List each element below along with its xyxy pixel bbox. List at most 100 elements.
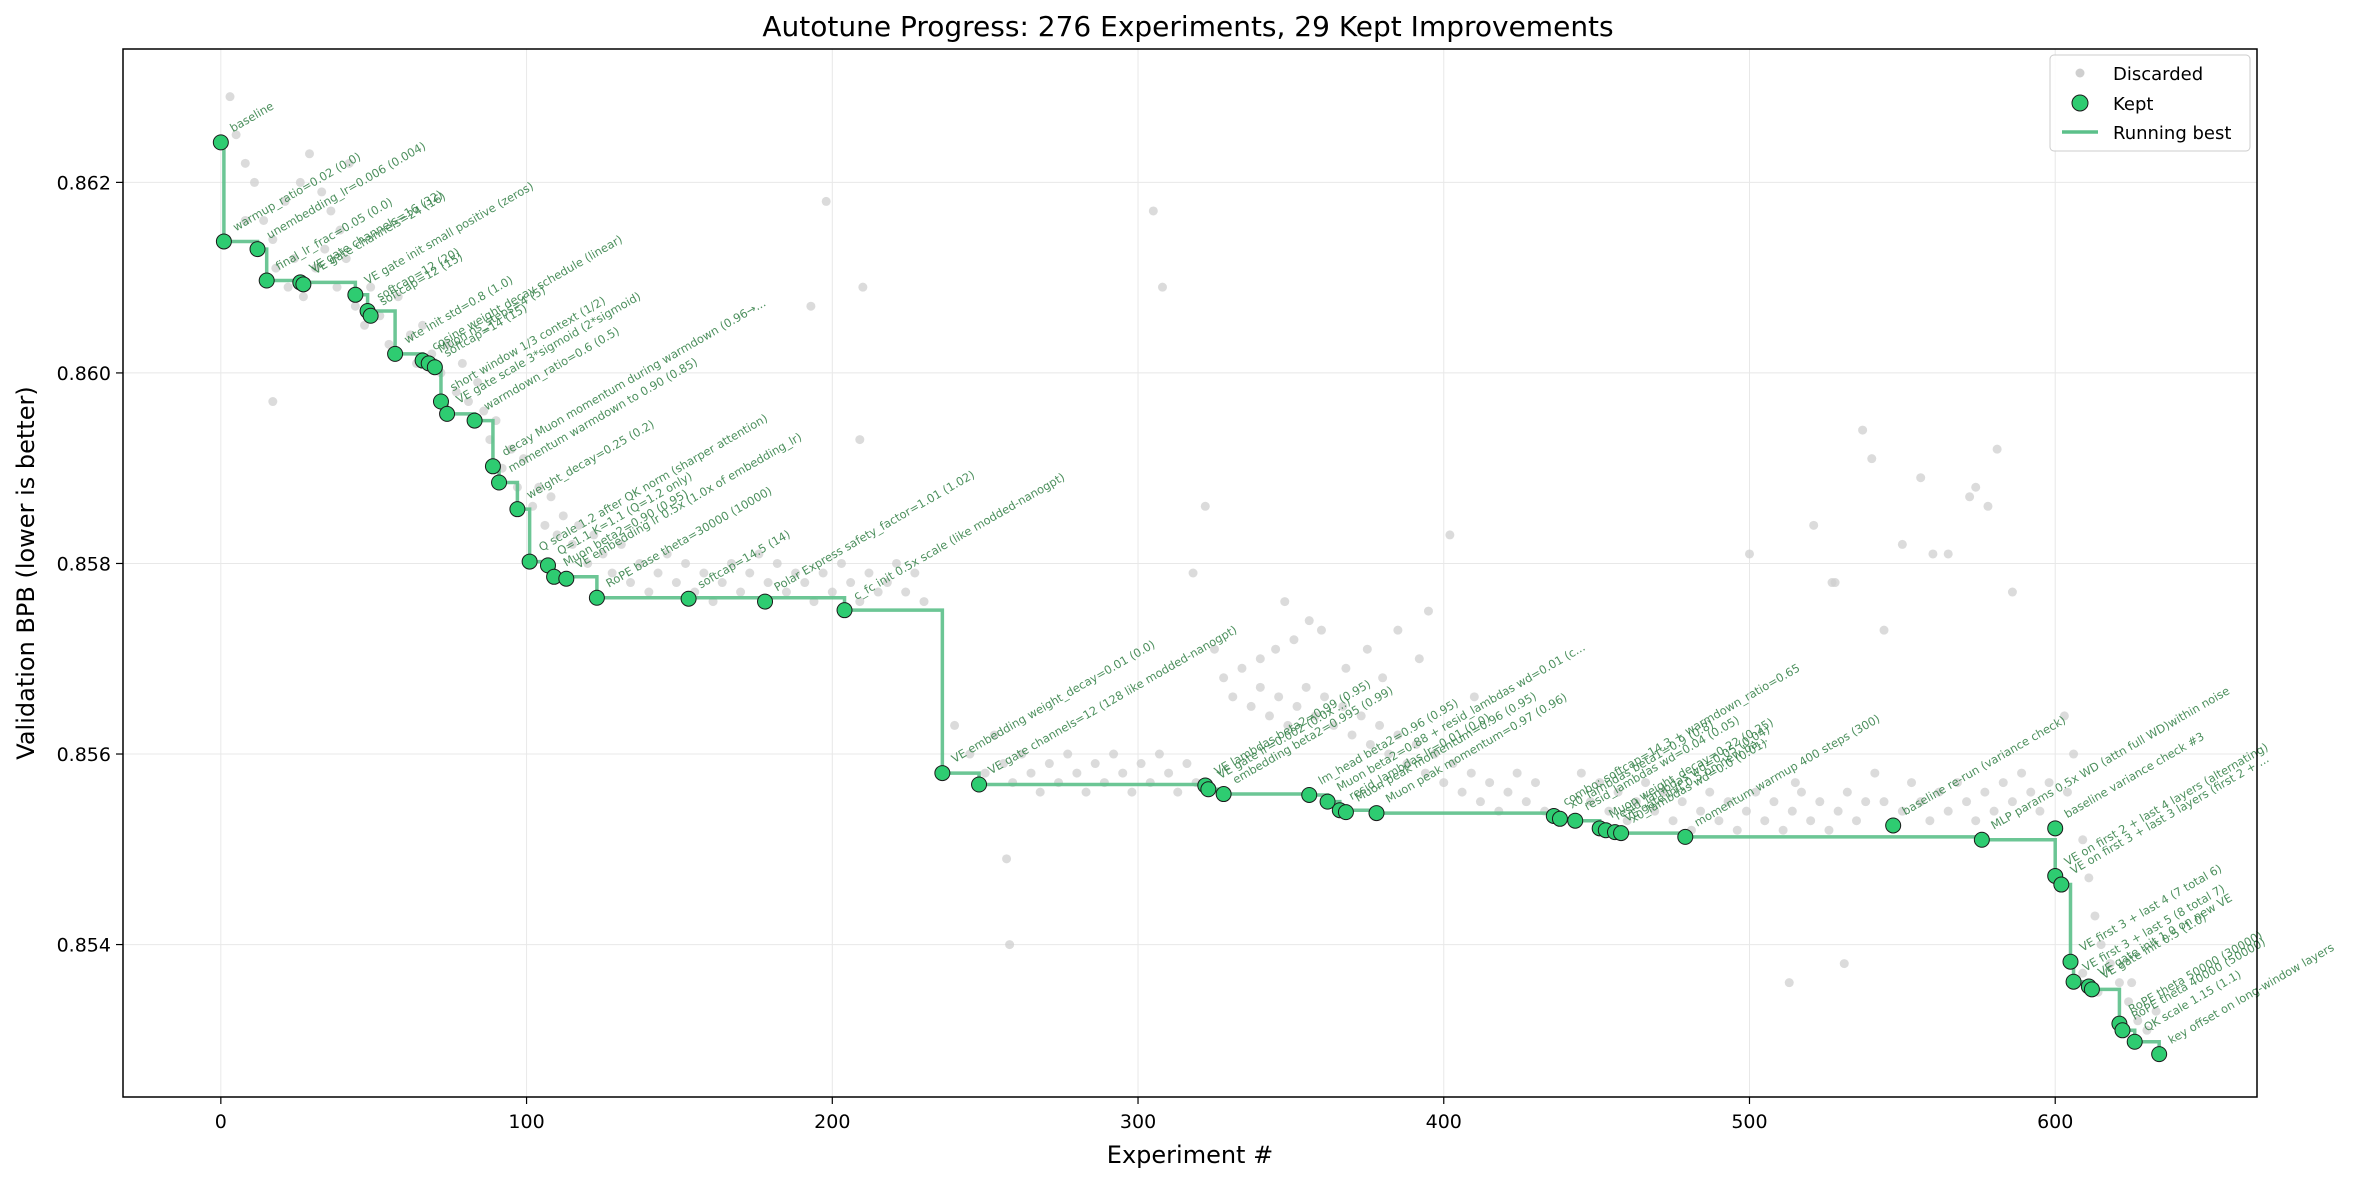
discarded-point [1732,825,1742,835]
y-tick-label: 0.860 [57,363,111,385]
discarded-point [1118,768,1128,778]
discarded-point [1858,425,1868,435]
discarded-point [662,549,672,559]
discarded-point [366,282,376,292]
discarded-point [1237,663,1247,673]
discarded-point [1310,711,1320,721]
discarded-point [754,549,764,559]
discarded-point [1790,778,1800,788]
discarded-point [1952,778,1962,788]
discarded-point [540,520,550,530]
x-axis: 0 100 200 300 400 500 600 [215,1097,2073,1133]
discarded-point [2151,1006,2161,1016]
discarded-point [320,244,330,254]
kept-point [491,474,508,491]
discarded-point [1228,692,1238,702]
discarded-point [1622,816,1632,826]
discarded-point [1280,597,1290,607]
discarded-point [1026,768,1036,778]
discarded-point [2062,787,2072,797]
discarded-point [552,530,562,540]
point-annotation: VE embedding weight_decay=0.01 (0.0) [949,637,1158,765]
discarded-point [1839,959,1849,969]
kept-point [2053,876,2070,893]
kept-point [680,590,697,607]
kept-point [2126,1033,2143,1050]
discarded-point [405,330,415,340]
discarded-point [671,578,681,588]
discarded-point [598,549,608,559]
kept-point [509,501,526,518]
kept-point [2151,1046,2168,1063]
y-tick-label: 0.854 [57,935,111,957]
kept-point [1301,786,1318,803]
discarded-point [1907,778,1917,788]
discarded-point [1916,797,1926,807]
kept-point [588,589,605,606]
discarded-point [1980,787,1990,797]
discarded-point [1044,759,1054,769]
discarded-point [1274,692,1284,702]
discarded-point [1677,797,1687,807]
discarded-point [910,568,920,578]
discarded-point [1002,854,1012,864]
discarded-point [2127,978,2137,988]
discarded-point [772,558,782,568]
discarded-point [1005,940,1015,950]
discarded-point [1264,711,1274,721]
discarded-point [1530,778,1540,788]
discarded-point [473,377,483,387]
discarded-point [225,92,235,102]
discarded-point [2044,778,2054,788]
discarded-point [1842,787,1852,797]
discarded-point [240,158,250,168]
discarded-point [950,720,960,730]
discarded-point [791,568,801,578]
kept-point [2083,981,2100,998]
discarded-point [451,387,461,397]
discarded-point [980,768,990,778]
x-tick-label: 400 [1426,1111,1462,1133]
kept-point [1200,781,1217,798]
discarded-point [644,587,654,597]
discarded-point [1485,778,1495,788]
discarded-point [1965,492,1975,502]
x-axis-label: Experiment # [1107,1141,1273,1169]
discarded-point [2078,835,2088,845]
kept-point [1319,793,1336,810]
discarded-point [1809,520,1819,530]
discarded-point [1741,806,1751,816]
kept-point [1215,786,1232,803]
discarded-point [1393,625,1403,635]
discarded-point [1411,739,1421,749]
kept-point [2047,820,2064,837]
discarded-point [1806,816,1816,826]
discarded-point [1430,749,1440,759]
discarded-point [800,578,810,588]
discarded-point [1338,701,1348,711]
discarded-point [653,568,663,578]
kept-series [212,134,2168,1063]
discarded-point [457,358,467,368]
discarded-point [806,301,816,311]
discarded-point [681,558,691,568]
discarded-point [1879,797,1889,807]
kept-point [439,405,456,422]
discarded-point [1035,787,1045,797]
discarded-point [1365,739,1375,749]
discarded-point [858,282,868,292]
discarded-point [1897,539,1907,549]
discarded-point [999,759,1009,769]
discarded-point [726,558,736,568]
discarded-point [965,749,975,759]
discarded-point [2142,1025,2152,1035]
kept-point [1677,828,1694,845]
discarded-point [1384,749,1394,759]
discarded-point [836,558,846,568]
discarded-point [1971,482,1981,492]
discarded-point [1209,644,1219,654]
discarded-point [1200,501,1210,511]
plot-frame [122,48,2258,1098]
discarded-point [1897,806,1907,816]
discarded-point [519,454,529,464]
